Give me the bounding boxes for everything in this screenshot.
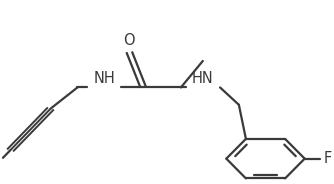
Text: NH: NH [93, 71, 115, 86]
Text: O: O [123, 33, 135, 48]
Text: F: F [324, 151, 332, 166]
Text: HN: HN [192, 71, 214, 86]
